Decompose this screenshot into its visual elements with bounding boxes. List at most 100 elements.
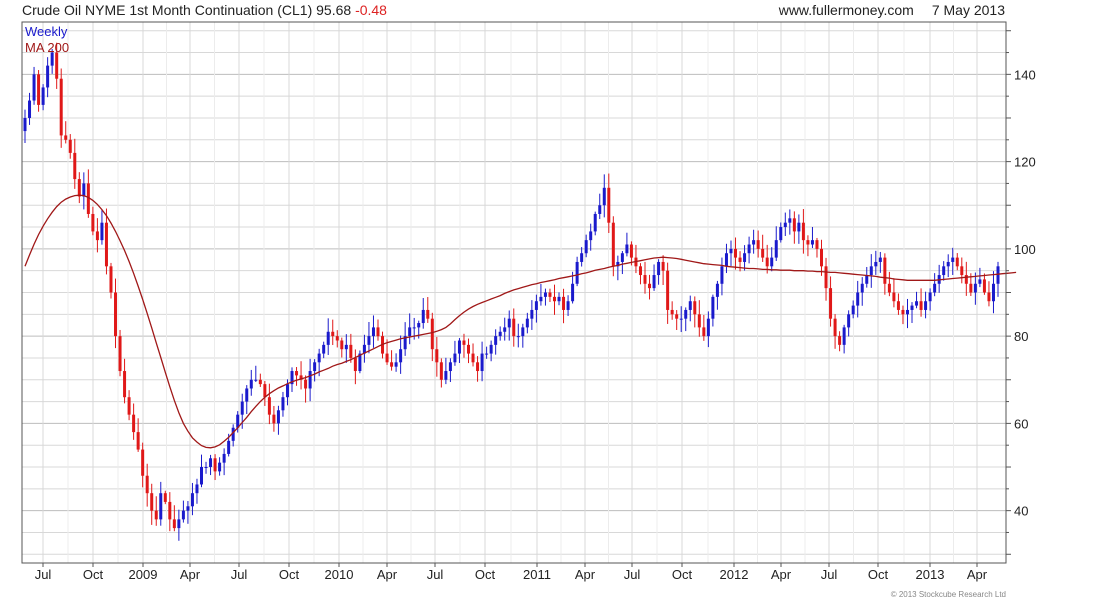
x-tick-label: Oct: [475, 567, 496, 582]
candle-down: [761, 248, 765, 258]
candle-up: [915, 301, 919, 306]
candle-up: [281, 397, 285, 411]
candle-down: [267, 397, 271, 415]
candle-down: [702, 327, 706, 337]
candle-up: [942, 266, 946, 276]
candle-up: [724, 253, 728, 267]
legend-entry: Weekly: [25, 24, 68, 39]
candle-up: [177, 519, 181, 529]
x-tick-label: 2012: [720, 567, 749, 582]
x-tick-label: Oct: [868, 567, 889, 582]
candle-up: [534, 301, 538, 310]
candle-down: [675, 314, 679, 319]
candle-up: [489, 344, 493, 354]
candle-up: [503, 327, 507, 332]
candle-up: [308, 371, 312, 389]
candle-down: [824, 266, 828, 289]
x-tick-label: 2011: [523, 567, 551, 582]
candle-down: [548, 292, 552, 297]
candle-up: [869, 266, 873, 276]
candle-down: [299, 375, 303, 380]
candle-up: [978, 279, 982, 284]
candle-down: [331, 331, 335, 337]
candle-up: [457, 340, 461, 354]
candle-up: [249, 379, 253, 389]
candle-up: [394, 362, 398, 367]
candle-up: [322, 344, 326, 354]
candle-up: [566, 301, 570, 310]
candle-up: [684, 309, 688, 319]
candle-up: [933, 283, 937, 293]
candle-down: [86, 183, 90, 214]
candle-up: [507, 318, 511, 328]
candle-down: [95, 231, 99, 241]
candle-up: [403, 336, 407, 350]
candle-down: [738, 257, 742, 262]
candle-up: [571, 283, 575, 302]
candle-up: [240, 401, 244, 415]
candle-up: [408, 327, 412, 337]
candle-up: [616, 261, 620, 267]
candle-down: [964, 275, 968, 284]
candle-down: [426, 309, 430, 319]
candle-up: [860, 283, 864, 293]
candle-down: [892, 292, 896, 302]
candle-up: [856, 292, 860, 306]
chart-title: Crude Oil NYME 1st Month Continuation (C…: [22, 2, 387, 18]
y-tick-label: 80: [1014, 329, 1028, 344]
candle-up: [23, 117, 27, 132]
candle-up: [625, 244, 629, 254]
candle-down: [987, 292, 991, 302]
candle-up: [874, 261, 878, 267]
candle-up: [82, 183, 86, 197]
candle-down: [562, 296, 566, 310]
candle-down: [295, 371, 299, 376]
candle-up: [199, 467, 203, 485]
candle-down: [304, 379, 308, 389]
candle-up: [290, 371, 294, 385]
candle-down: [955, 257, 959, 267]
x-tick-label: Jul: [35, 567, 52, 582]
candle-down: [792, 218, 796, 232]
candle-down: [435, 349, 439, 363]
candle-down: [838, 336, 842, 345]
candle-down: [272, 414, 276, 424]
candle-down: [629, 244, 633, 258]
candle-up: [747, 244, 751, 254]
candle-up: [539, 296, 543, 302]
candle-down: [960, 266, 964, 276]
candle-up: [285, 384, 289, 398]
candle-down: [68, 139, 72, 153]
candle-up: [50, 52, 54, 66]
candle-up: [783, 222, 787, 228]
candle-down: [349, 344, 353, 358]
candle-up: [951, 257, 955, 262]
y-tick-label: 40: [1014, 504, 1028, 519]
chart-header: Crude Oil NYME 1st Month Continuation (C…: [22, 0, 1007, 20]
candle-down: [150, 493, 154, 511]
candle-down: [661, 261, 665, 271]
candle-down: [471, 353, 475, 363]
candle-up: [752, 240, 756, 245]
candle-down: [919, 301, 923, 310]
x-tick-label: Jul: [231, 567, 248, 582]
candle-up: [245, 388, 249, 402]
candle-down: [258, 379, 262, 385]
candle-up: [453, 353, 457, 363]
candle-up: [991, 283, 995, 302]
candle-down: [390, 362, 394, 367]
candle-up: [326, 331, 330, 345]
candle-down: [969, 283, 973, 293]
candle-up: [195, 484, 199, 494]
candle-down: [118, 336, 122, 372]
candle-up: [28, 100, 32, 118]
candle-down: [59, 78, 63, 136]
candle-down: [136, 432, 140, 450]
site-url[interactable]: www.fullermoney.com: [778, 2, 914, 18]
candle-down: [335, 336, 339, 341]
candle-up: [865, 275, 869, 284]
candle-up: [46, 65, 50, 88]
candle-up: [589, 231, 593, 241]
candle-up: [779, 227, 783, 241]
